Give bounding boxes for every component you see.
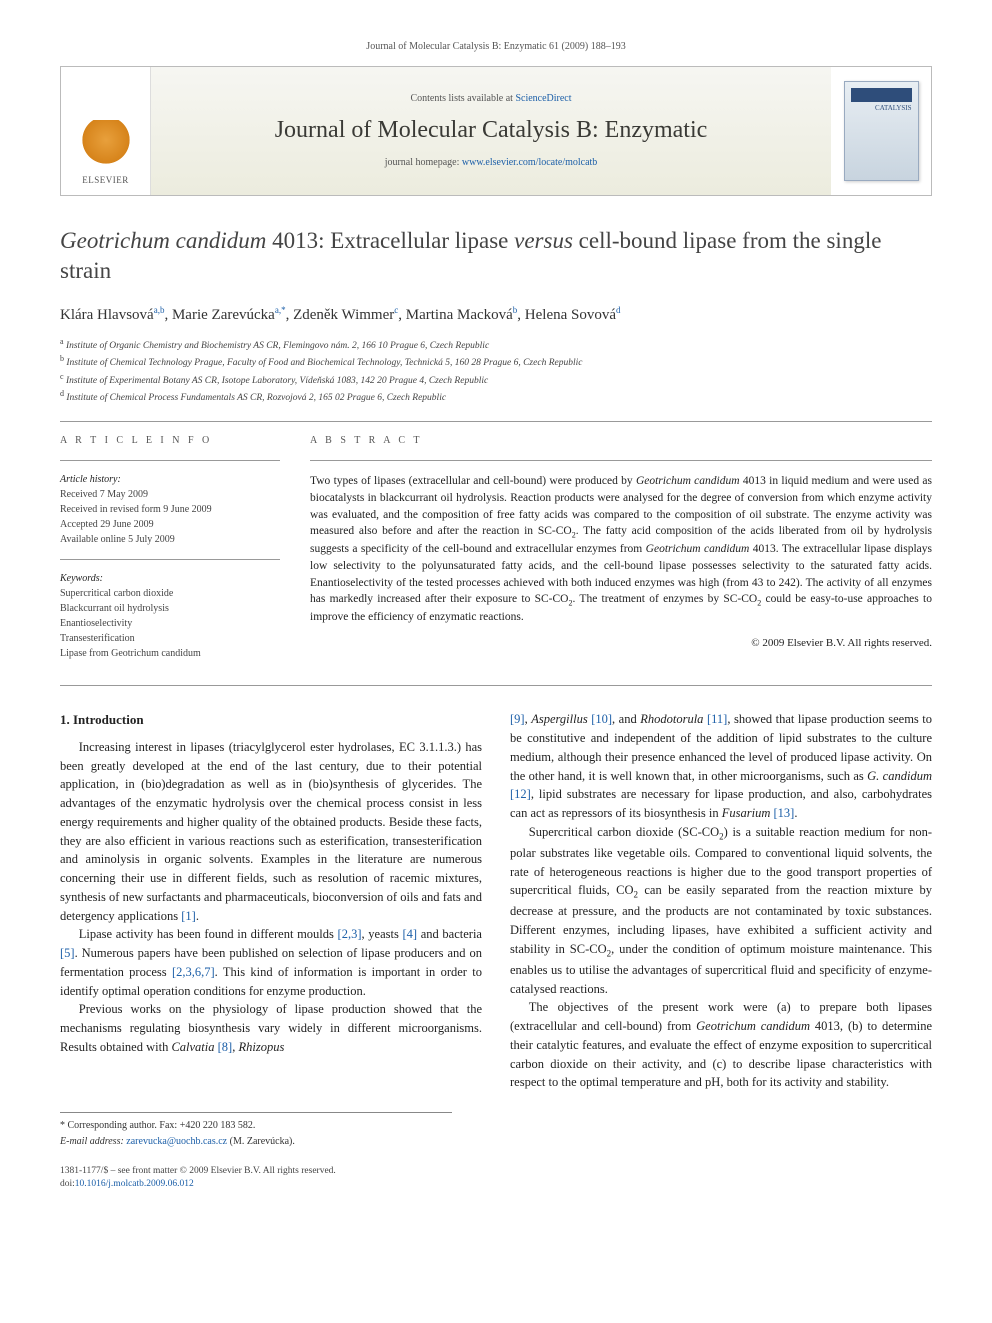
divider-top [60,421,932,422]
title-part1-italic: Geotrichum candidum [60,228,266,253]
body-paragraph: Previous works on the physiology of lipa… [60,1000,482,1056]
citation-link[interactable]: [9] [510,712,525,726]
front-matter-line: 1381-1177/$ – see front matter © 2009 El… [60,1165,932,1178]
body-paragraph: Supercritical carbon dioxide (SC-CO2) is… [510,823,932,999]
info-divider-2 [60,559,280,560]
keywords-block: Keywords: Supercritical carbon dioxideBl… [60,572,280,661]
history-line: Accepted 29 June 2009 [60,517,280,532]
page-footer: 1381-1177/$ – see front matter © 2009 El… [60,1165,932,1192]
citation-link[interactable]: [4] [402,927,417,941]
citation-link[interactable]: [13] [774,806,795,820]
doi-link[interactable]: 10.1016/j.molcatb.2009.06.012 [75,1179,194,1189]
homepage-line: journal homepage: www.elsevier.com/locat… [385,156,598,170]
body-paragraph: [9], Aspergillus [10], and Rhodotorula [… [510,710,932,823]
homepage-link[interactable]: www.elsevier.com/locate/molcatb [462,157,597,168]
keywords-label: Keywords: [60,572,280,586]
keyword-line: Transesterification [60,631,280,646]
email-link[interactable]: zarevucka@uochb.cas.cz [126,1136,227,1147]
citation-link[interactable]: [1] [181,909,196,923]
body-paragraph: Lipase activity has been found in differ… [60,925,482,1000]
elsevier-logo: ELSEVIER [81,120,131,187]
contents-line: Contents lists available at ScienceDirec… [410,92,571,106]
email-label: E-mail address: [60,1136,126,1147]
citation-link[interactable]: [2,3,6,7] [172,965,215,979]
cover-label: CATALYSIS [845,104,918,114]
citation-link[interactable]: [2,3] [338,927,362,941]
doi-line: doi:10.1016/j.molcatb.2009.06.012 [60,1178,932,1191]
citation-link[interactable]: [10] [591,712,612,726]
title-part2: 4013: Extracellular lipase [266,228,514,253]
journal-title: Journal of Molecular Catalysis B: Enzyma… [275,114,708,148]
abstract-column: A B S T R A C T Two types of lipases (ex… [310,434,932,673]
info-divider-1 [60,460,280,461]
history-label: Article history: [60,473,280,487]
running-head: Journal of Molecular Catalysis B: Enzyma… [60,40,932,54]
keyword-line: Enantioselectivity [60,616,280,631]
publisher-logo-box: ELSEVIER [61,67,151,195]
keyword-line: Lipase from Geotrichum candidum [60,646,280,661]
history-line: Received in revised form 9 June 2009 [60,502,280,517]
abstract-divider [310,460,932,461]
citation-link[interactable]: [11] [707,712,727,726]
homepage-prefix: journal homepage: [385,157,462,168]
journal-cover-thumb: CATALYSIS [844,81,919,181]
contents-prefix: Contents lists available at [410,93,515,104]
title-part3-italic: versus [514,228,573,253]
sciencedirect-link[interactable]: ScienceDirect [515,93,571,104]
divider-bottom [60,685,932,686]
history-line: Available online 5 July 2009 [60,532,280,547]
citation-link[interactable]: [8] [218,1040,233,1054]
doi-label: doi: [60,1179,75,1189]
abstract-text: Two types of lipases (extracellular and … [310,473,932,625]
abstract-copyright: © 2009 Elsevier B.V. All rights reserved… [310,636,932,651]
corresponding-author-note: * Corresponding author. Fax: +420 220 18… [60,1119,452,1133]
citation-link[interactable]: [12] [510,787,531,801]
affiliation-list: a Institute of Organic Chemistry and Bio… [60,336,932,406]
history-line: Received 7 May 2009 [60,487,280,502]
body-paragraph: Increasing interest in lipases (triacylg… [60,738,482,926]
publisher-name: ELSEVIER [81,174,131,187]
abstract-heading: A B S T R A C T [310,434,932,448]
email-tail: (M. Zarevúcka). [227,1136,295,1147]
footnotes: * Corresponding author. Fax: +420 220 18… [60,1112,452,1149]
journal-masthead: ELSEVIER Contents lists available at Sci… [60,66,932,196]
keyword-line: Blackcurrant oil hydrolysis [60,601,280,616]
citation-link[interactable]: [5] [60,946,75,960]
keyword-line: Supercritical carbon dioxide [60,586,280,601]
masthead-center: Contents lists available at ScienceDirec… [151,67,831,195]
author-list: Klára Hlavsováa,b, Marie Zarevúckaa,*, Z… [60,304,932,326]
article-info-heading: A R T I C L E I N F O [60,434,280,448]
article-history-block: Article history: Received 7 May 2009Rece… [60,473,280,547]
body-columns: 1. Introduction Increasing interest in l… [60,710,932,1092]
email-note: E-mail address: zarevucka@uochb.cas.cz (… [60,1135,452,1149]
elsevier-tree-icon [81,120,131,170]
article-title: Geotrichum candidum 4013: Extracellular … [60,226,932,286]
article-info-column: A R T I C L E I N F O Article history: R… [60,434,280,673]
section-heading-intro: 1. Introduction [60,710,482,730]
body-paragraph: The objectives of the present work were … [510,998,932,1092]
cover-thumb-box: CATALYSIS [831,67,931,195]
